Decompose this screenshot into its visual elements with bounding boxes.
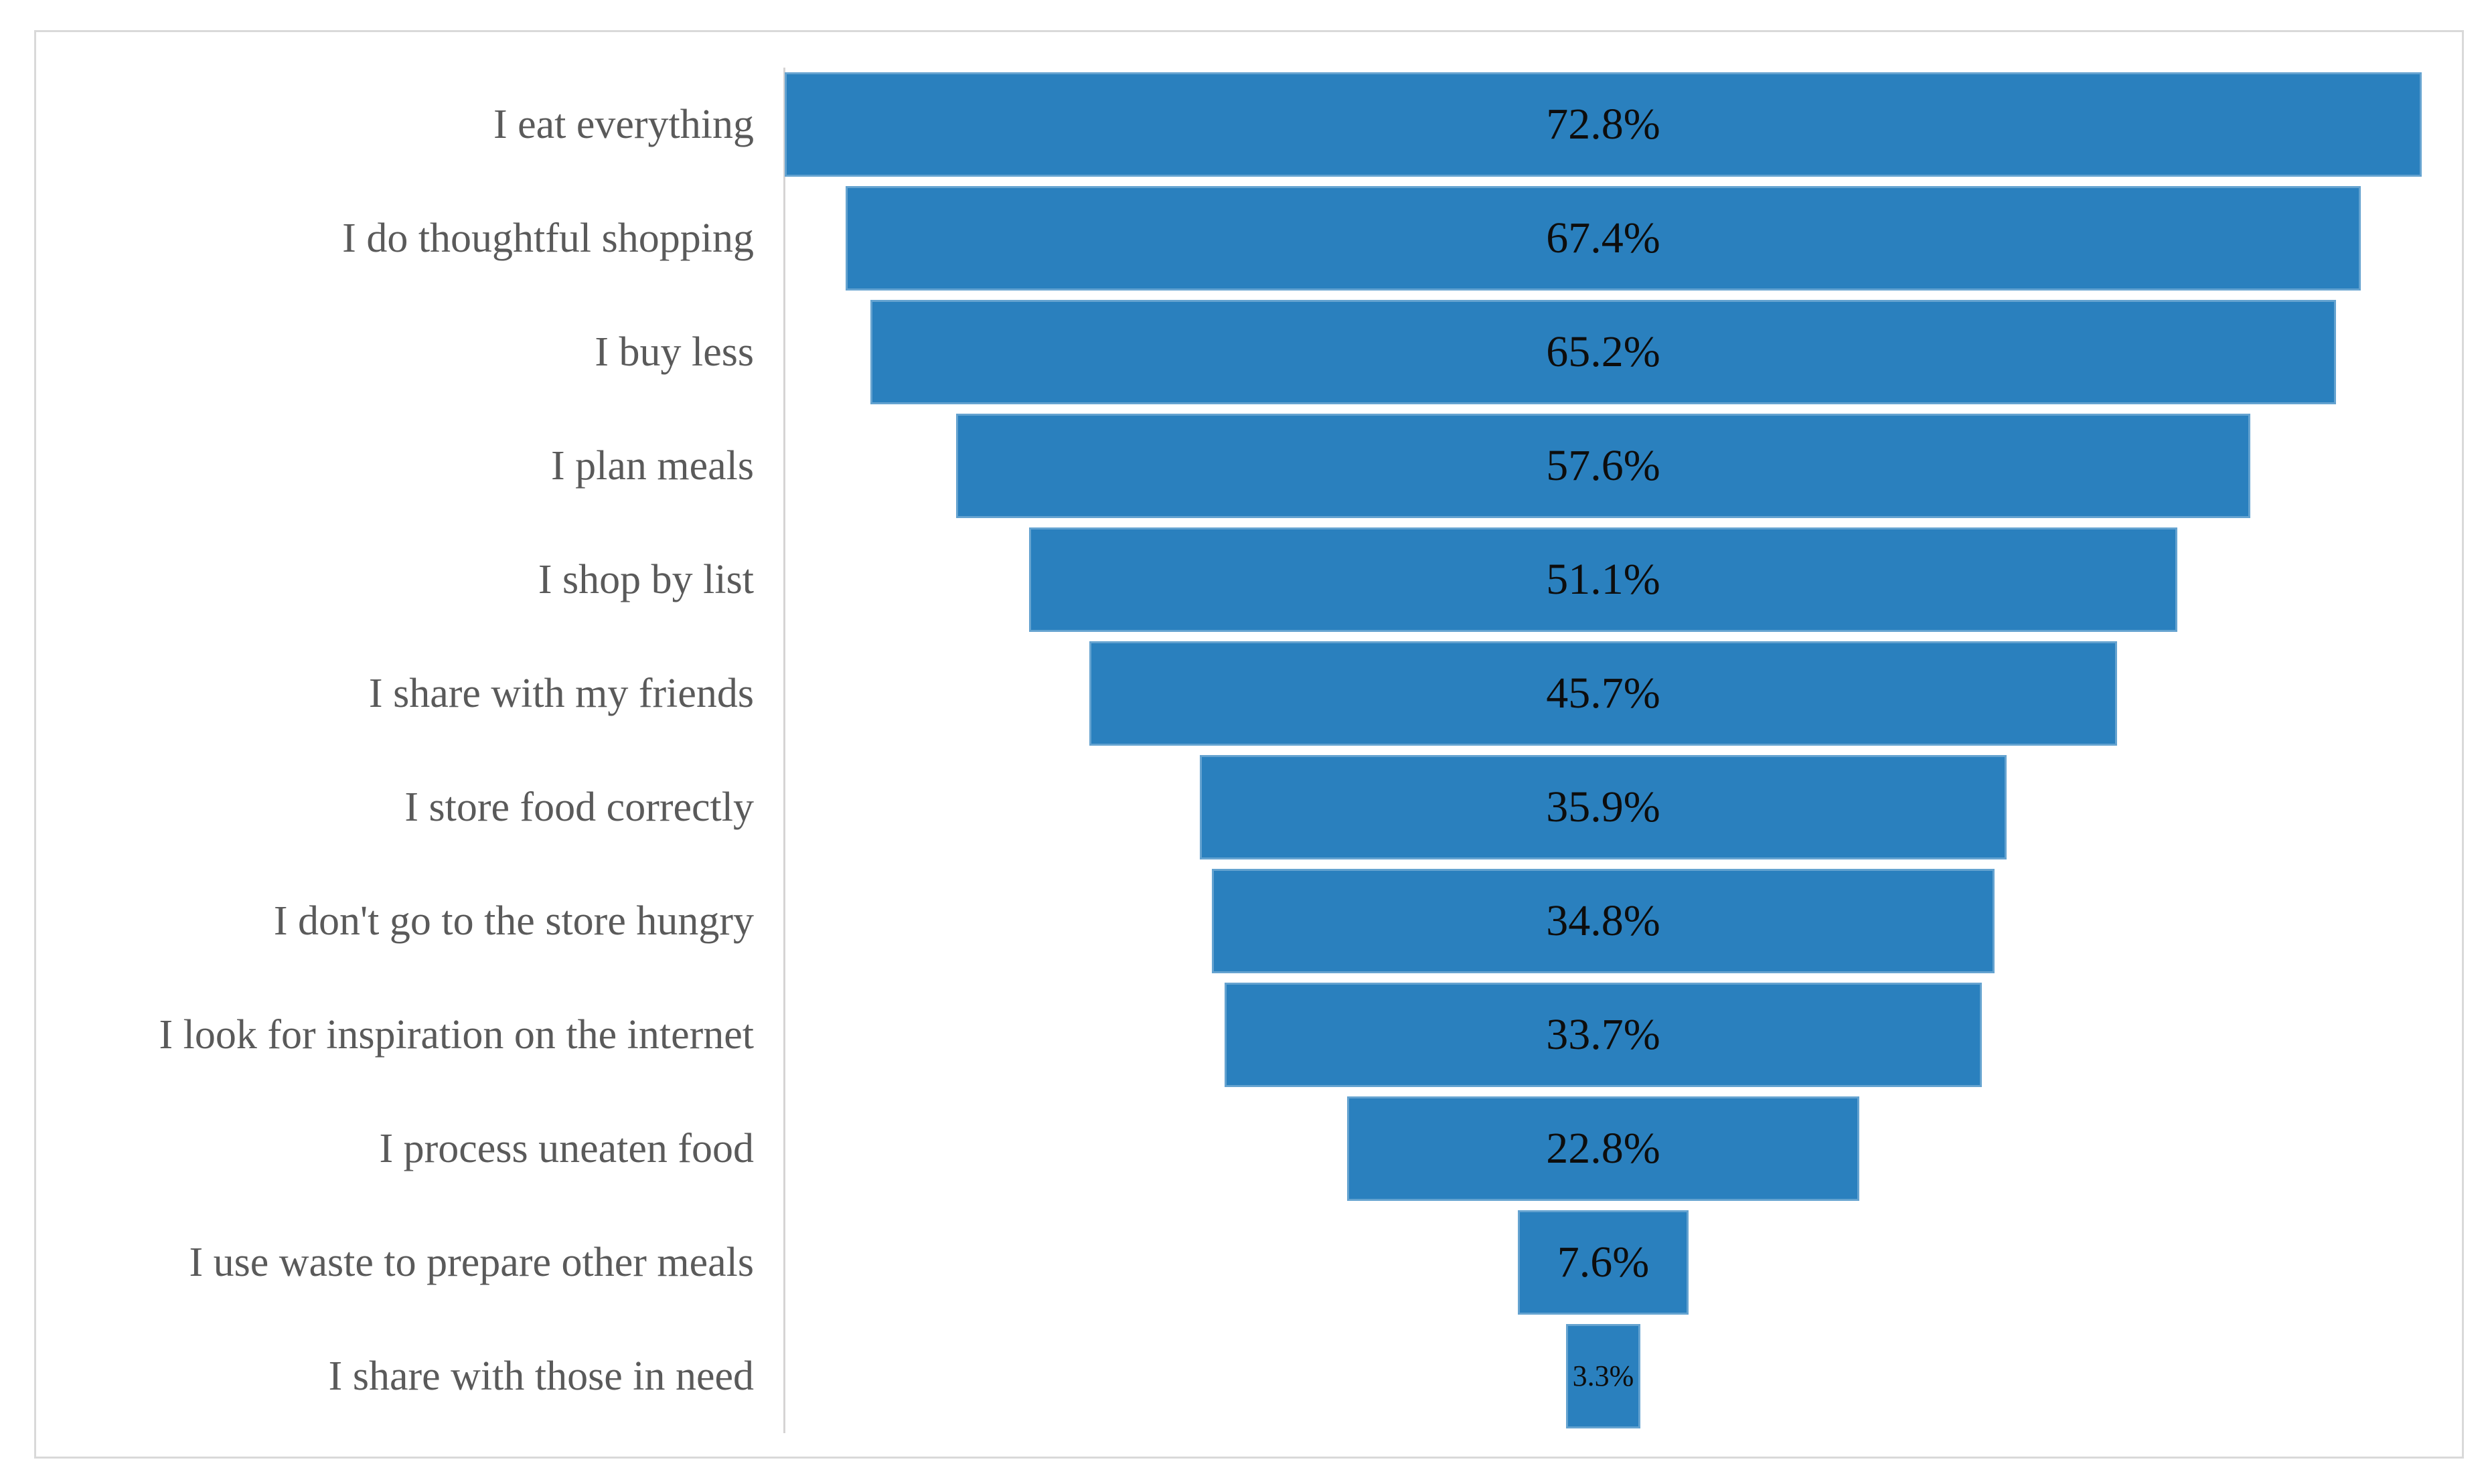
- funnel-bar: 45.7%: [1089, 641, 2117, 746]
- chart-row: I look for inspiration on the internet 33…: [36, 978, 2423, 1092]
- bar-track: 3.3%: [783, 1319, 2423, 1433]
- bar-track: 22.8%: [783, 1092, 2423, 1206]
- category-axis-line: [783, 68, 785, 1433]
- funnel-bar: 57.6%: [955, 413, 2251, 519]
- bar-track: 51.1%: [783, 523, 2423, 637]
- funnel-rows: I eat everything 72.8% I do thoughtful sho…: [36, 68, 2423, 1433]
- bar-track: 72.8%: [783, 68, 2423, 181]
- category-label: I share with those in need: [328, 1353, 754, 1399]
- chart-frame: I eat everything 72.8% I do thoughtful sho…: [34, 30, 2464, 1459]
- category-label: I buy less: [595, 329, 754, 375]
- category-label: I share with my friends: [368, 670, 754, 716]
- bar-value-label: 3.3%: [1572, 1359, 1634, 1392]
- bar-track: 35.9%: [783, 750, 2423, 864]
- chart-row: I buy less 65.2%: [36, 295, 2423, 409]
- funnel-bar: 67.4%: [846, 185, 2361, 291]
- bar-value-label: 33.7%: [1546, 1009, 1660, 1059]
- bar-value-label: 34.8%: [1546, 896, 1660, 945]
- funnel-bar: 34.8%: [1212, 868, 1995, 974]
- bar-value-label: 51.1%: [1546, 554, 1660, 604]
- category-label: I eat everything: [493, 101, 754, 147]
- bar-track: 45.7%: [783, 637, 2423, 750]
- category-label: I store food correctly: [404, 784, 754, 830]
- funnel-bar: 72.8%: [785, 72, 2422, 177]
- chart-row: I share with those in need 3.3%: [36, 1319, 2423, 1433]
- chart-row: I process uneaten food 22.8%: [36, 1092, 2423, 1206]
- category-label: I don't go to the store hungry: [273, 898, 754, 944]
- bar-value-label: 72.8%: [1546, 99, 1660, 149]
- bar-value-label: 35.9%: [1546, 782, 1660, 831]
- funnel-bar: 22.8%: [1346, 1096, 1860, 1202]
- bar-value-label: 67.4%: [1546, 213, 1660, 262]
- bar-track: 7.6%: [783, 1206, 2423, 1319]
- bar-value-label: 7.6%: [1557, 1237, 1650, 1287]
- category-label: I look for inspiration on the internet: [159, 1011, 754, 1058]
- bar-value-label: 57.6%: [1546, 440, 1660, 490]
- bar-track: 67.4%: [783, 181, 2423, 295]
- funnel-bar: 3.3%: [1566, 1323, 1640, 1429]
- chart-row: I shop by list 51.1%: [36, 523, 2423, 637]
- category-label: I plan meals: [550, 442, 754, 489]
- chart-row: I plan meals 57.6%: [36, 409, 2423, 523]
- bar-track: 57.6%: [783, 409, 2423, 523]
- chart-row: I don't go to the store hungry 34.8%: [36, 864, 2423, 978]
- chart-row: I do thoughtful shopping 67.4%: [36, 181, 2423, 295]
- chart-row: I store food correctly 35.9%: [36, 750, 2423, 864]
- funnel-bar: 51.1%: [1028, 527, 2178, 633]
- bar-value-label: 22.8%: [1546, 1123, 1660, 1173]
- category-label: I do thoughtful shopping: [342, 215, 754, 261]
- chart-row: I eat everything 72.8%: [36, 68, 2423, 181]
- category-label: I process uneaten food: [379, 1125, 754, 1171]
- bar-track: 34.8%: [783, 864, 2423, 978]
- category-label: I shop by list: [538, 556, 754, 602]
- funnel-bar: 7.6%: [1517, 1210, 1689, 1315]
- bar-value-label: 45.7%: [1546, 668, 1660, 718]
- chart-row: I use waste to prepare other meals 7.6%: [36, 1206, 2423, 1319]
- funnel-bar: 33.7%: [1224, 982, 1982, 1088]
- funnel-bar: 35.9%: [1199, 754, 2007, 860]
- bar-track: 33.7%: [783, 978, 2423, 1092]
- bar-track: 65.2%: [783, 295, 2423, 409]
- chart-row: I share with my friends 45.7%: [36, 637, 2423, 750]
- category-label: I use waste to prepare other meals: [189, 1239, 754, 1285]
- funnel-bar: 65.2%: [870, 299, 2336, 405]
- bar-value-label: 65.2%: [1546, 327, 1660, 376]
